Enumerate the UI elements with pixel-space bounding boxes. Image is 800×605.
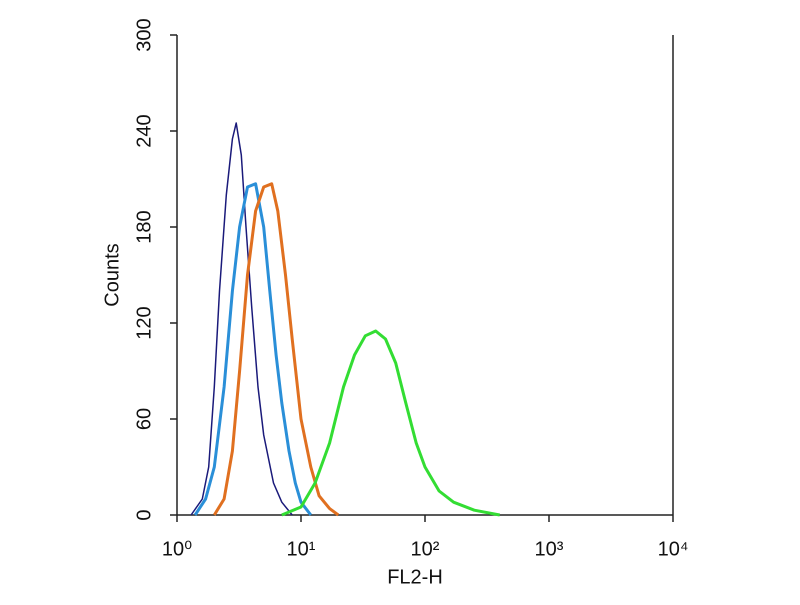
histogram-line: [190, 122, 293, 516]
x-tick-label: 10²: [411, 538, 440, 560]
y-axis-label: Counts: [101, 243, 123, 306]
y-tick-label: 0: [133, 509, 155, 520]
histogram-line: [281, 329, 500, 517]
x-axis-label: FL2-H: [387, 566, 443, 588]
y-tick-label: 300: [133, 18, 155, 51]
x-tick-label: 10¹: [287, 538, 316, 560]
y-tick-label: 120: [133, 306, 155, 339]
y-tick-label: 240: [133, 114, 155, 147]
histogram-line: [193, 182, 312, 516]
x-tick-label: 10⁰: [162, 538, 192, 560]
y-tick-label: 60: [133, 408, 155, 430]
x-tick-label: 10⁴: [658, 538, 689, 560]
y-tick-label: 180: [133, 210, 155, 243]
x-tick-label: 10³: [535, 538, 564, 560]
